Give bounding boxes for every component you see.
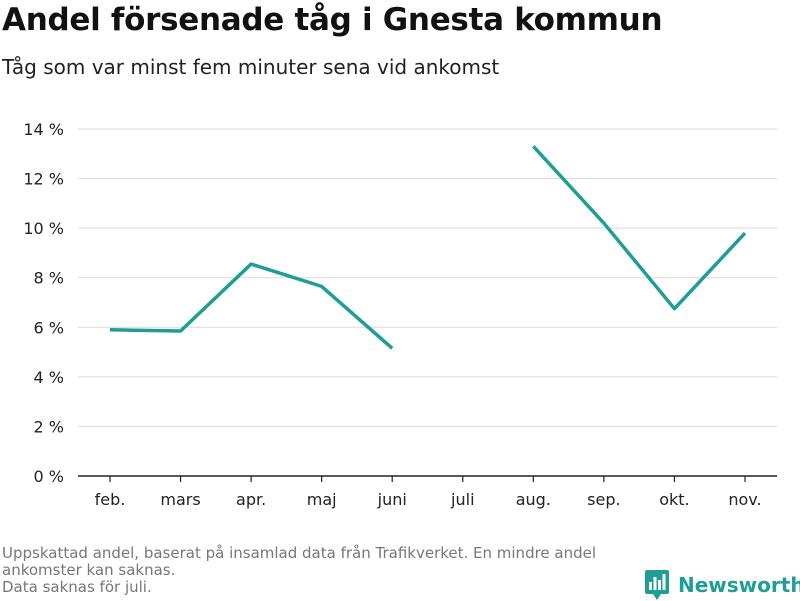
line-chart: 0 % 2 % 4 % 6 % 8 % 10 % 12 % 14 % feb. mars apr.…	[23, 120, 777, 509]
y-axis-labels: 0 % 2 % 4 % 6 % 8 % 10 % 12 % 14 %	[23, 120, 64, 486]
x-tick-label: juni	[377, 490, 407, 509]
series-line-segment	[109, 262, 394, 350]
bar-chart-logo-icon	[645, 570, 669, 600]
footnote: Uppskattad andel, baserat på insamlad da…	[2, 545, 642, 596]
y-tick-label: 0 %	[34, 467, 64, 486]
brand-name: Newsworthy	[678, 573, 800, 597]
x-tick-label: mars	[160, 490, 200, 509]
x-tick-label: aug.	[516, 490, 551, 509]
gridlines	[78, 128, 777, 477]
y-tick-label: 14 %	[23, 120, 64, 139]
x-axis-ticks	[109, 476, 746, 482]
y-tick-label: 12 %	[23, 170, 64, 189]
x-tick-label: nov.	[728, 490, 761, 509]
series-lines	[109, 145, 747, 350]
y-tick-label: 6 %	[34, 318, 64, 337]
footnote-missing-data: Data saknas för juli.	[2, 578, 152, 596]
chart-title: Andel försenade tåg i Gnesta kommun	[2, 2, 663, 38]
x-tick-label: okt.	[659, 490, 689, 509]
footnote-source: Uppskattad andel, baserat på insamlad da…	[2, 544, 597, 579]
y-tick-label: 8 %	[34, 269, 64, 288]
y-tick-label: 2 %	[34, 417, 64, 436]
brand-logo: Newsworthy	[644, 569, 800, 601]
y-tick-label: 10 %	[23, 219, 64, 238]
series-line-segment	[532, 145, 747, 311]
x-tick-label: juli	[450, 490, 474, 509]
x-tick-label: sep.	[587, 490, 620, 509]
chart-subtitle: Tåg som var minst fem minuter sena vid a…	[2, 55, 500, 79]
x-tick-label: maj	[307, 490, 337, 509]
y-tick-label: 4 %	[34, 368, 64, 387]
x-tick-label: feb.	[95, 490, 126, 509]
x-axis-labels: feb. mars apr. maj juni juli aug. sep. okt. nov.	[95, 490, 762, 509]
x-tick-label: apr.	[236, 490, 266, 509]
